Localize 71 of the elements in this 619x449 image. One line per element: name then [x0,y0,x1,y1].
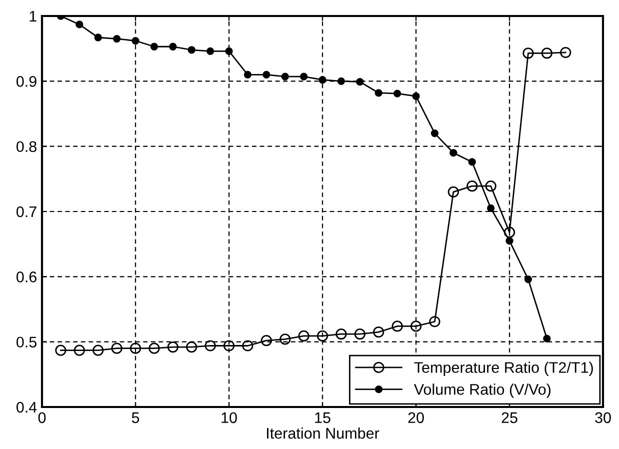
point [242,340,254,352]
legend-label: Temperature Ratio (T2/T1) [414,362,593,376]
point [560,46,572,58]
point [316,330,328,342]
legend-label: Volume Ratio (V/Vo) [414,384,550,398]
y-tick-label: 0.6 [16,272,36,282]
point [354,328,366,340]
point [188,46,196,54]
point [74,344,85,356]
y-tick-label: 0.7 [16,206,36,218]
point [392,320,403,332]
point [260,334,272,346]
point [318,76,326,84]
point [76,20,84,28]
point [186,341,198,353]
point [504,226,516,238]
point [55,344,66,356]
point [150,42,158,50]
point [543,334,551,342]
point [448,186,459,198]
point [206,47,214,56]
point [393,90,402,98]
point [132,36,140,45]
point [374,89,382,97]
point [337,77,346,85]
y-tick-label: 1 [30,11,36,22]
point [244,70,252,78]
point [373,326,384,338]
y-tick-label: 0.5 [16,336,36,348]
point [262,70,270,78]
x-tick-label: 15 [315,412,330,424]
point [356,78,364,86]
point [225,47,233,56]
y-tick-label: 0.8 [16,141,36,152]
point [429,316,440,328]
point [466,180,478,192]
point [300,72,308,80]
point [336,328,347,340]
x-tick-label: 5 [132,412,140,424]
point [280,334,291,345]
point [486,204,495,212]
point [412,92,420,100]
point [92,344,104,356]
point [298,330,310,342]
point [485,180,496,192]
point [541,48,552,59]
x-tick-label: 25 [502,412,518,424]
point [130,342,142,354]
x-tick-label: 10 [222,412,237,424]
point [522,48,534,59]
point [169,42,177,50]
point [410,320,422,332]
point [524,275,532,284]
y-tick-label: 0.4 [16,402,37,413]
x-tick-label: 20 [408,412,424,424]
point [148,342,160,354]
point [468,158,476,166]
point [430,129,439,138]
point [506,237,514,245]
point [204,340,216,352]
point [223,340,235,352]
x-tick-label: 30 [595,412,611,424]
point [450,149,458,157]
point [281,72,289,80]
x-tick-label: 0 [38,412,46,424]
x-axis-title: Iteration Number [267,427,380,439]
point [94,34,102,42]
y-tick-label: 0.9 [16,76,36,87]
point [167,341,178,353]
point [111,342,122,354]
point [112,34,121,43]
